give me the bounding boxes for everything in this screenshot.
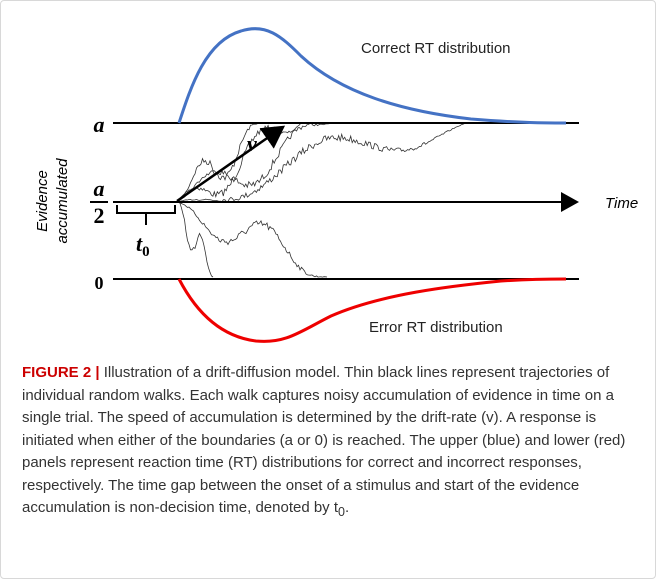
diagram: a a 2 0 Evidence accumulated Time v t0 C… (34, 27, 638, 343)
caption: FIGURE 2 | Illustration of a drift-diffu… (22, 362, 637, 524)
error-distribution-curve (177, 277, 567, 343)
correct-distribution-curve (177, 27, 567, 125)
drift-arrow (176, 125, 286, 203)
nondecision-label: t0 (136, 231, 150, 260)
random-walk (176, 201, 328, 278)
caption-text: Illustration of a drift-diffusion model.… (22, 364, 626, 516)
start-numerator: a (94, 176, 105, 201)
caption-end: . (344, 499, 350, 516)
random-walk (176, 201, 214, 278)
random-walk (176, 122, 332, 203)
nondecision-symbol: t (136, 231, 143, 256)
random-walk (176, 122, 467, 203)
random-walk (176, 122, 262, 203)
random-walk (176, 122, 302, 203)
y-label-line: Evidence (34, 170, 51, 232)
nondecision-bracket (116, 205, 176, 225)
x-label: Time (605, 195, 638, 212)
upper-boundary-label: a (94, 112, 105, 137)
nondecision-subscript: 0 (142, 244, 150, 260)
caption-subscript: 0 (338, 505, 345, 519)
start-denominator: 2 (94, 203, 105, 228)
lower-boundary-label: 0 (95, 273, 104, 293)
error-label: Error RT distribution (369, 319, 503, 336)
random-walks (176, 122, 467, 278)
y-label-line: accumulated (54, 158, 71, 244)
caption-label: FIGURE 2 | (22, 364, 100, 381)
correct-label: Correct RT distribution (361, 40, 511, 57)
drift-label: v (247, 131, 257, 156)
